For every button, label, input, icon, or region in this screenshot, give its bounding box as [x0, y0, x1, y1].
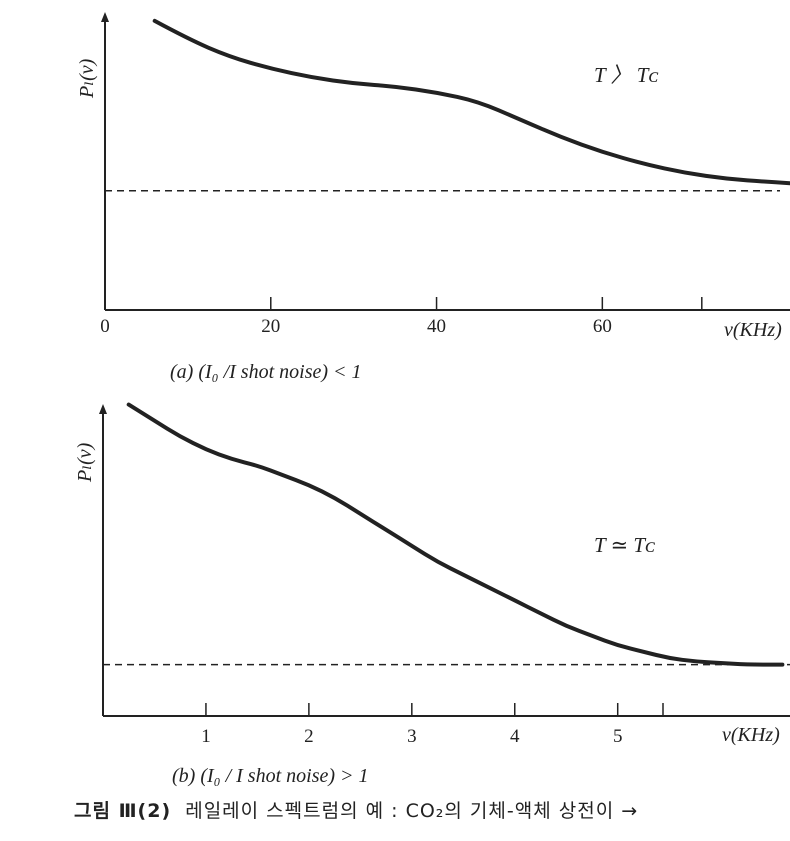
chart-a: 0 20 40 60 Pₗ(ν) ν(KHz) T 〉 Tᴄ (a) (I₀ /I s… [76, 12, 790, 383]
chart-a-series-line [152, 18, 790, 186]
x-tick-label: 60 [593, 316, 612, 337]
figure-number: 그림 Ⅲ(2) [74, 800, 172, 822]
chart-a-annotation: T 〉 Tᴄ [594, 63, 658, 87]
chart-a-ticks: 0 20 40 60 [100, 297, 703, 337]
figure-caption: 그림 Ⅲ(2) 레일레이 스펙트럼의 예 : CO₂의 기체-액체 상전이 → [74, 796, 790, 823]
chart-a-y-label: Pₗ(ν) [76, 58, 98, 99]
x-tick-label: 4 [510, 726, 520, 747]
figure-caption-text: 레일레이 스펙트럼의 예 : CO₂의 기체-액체 상전이 → [185, 800, 639, 822]
chart-b-y-arrow [99, 404, 107, 414]
chart-a-x-label: ν(KHz) [724, 319, 782, 341]
chart-b-x-label: ν(KHz) [722, 724, 780, 746]
x-tick-label: 1 [201, 726, 211, 747]
chart-a-subcaption: (a) (I₀ /I shot noise) < 1 [170, 361, 362, 383]
x-tick-label: 0 [100, 316, 110, 337]
chart-b-subcaption: (b) (I₀ / I shot noise) > 1 [172, 765, 369, 787]
chart-b-series-line [126, 402, 785, 667]
x-tick-label: 3 [407, 726, 417, 747]
x-tick-label: 20 [261, 316, 280, 337]
x-tick-label: 5 [613, 726, 623, 747]
chart-b-y-label: Pₗ(ν) [74, 442, 96, 483]
chart-b-annotation: T ≃ Tᴄ [594, 533, 655, 557]
chart-b-ticks: 1 2 3 4 5 [201, 703, 664, 747]
x-tick-label: 2 [304, 726, 314, 747]
x-tick-label: 40 [427, 316, 446, 337]
chart-b: 1 2 3 4 5 Pₗ(ν) ν(KHz) T ≃ Tᴄ (b) (I₀ / I sh… [74, 402, 790, 787]
chart-a-y-arrow [101, 12, 109, 22]
